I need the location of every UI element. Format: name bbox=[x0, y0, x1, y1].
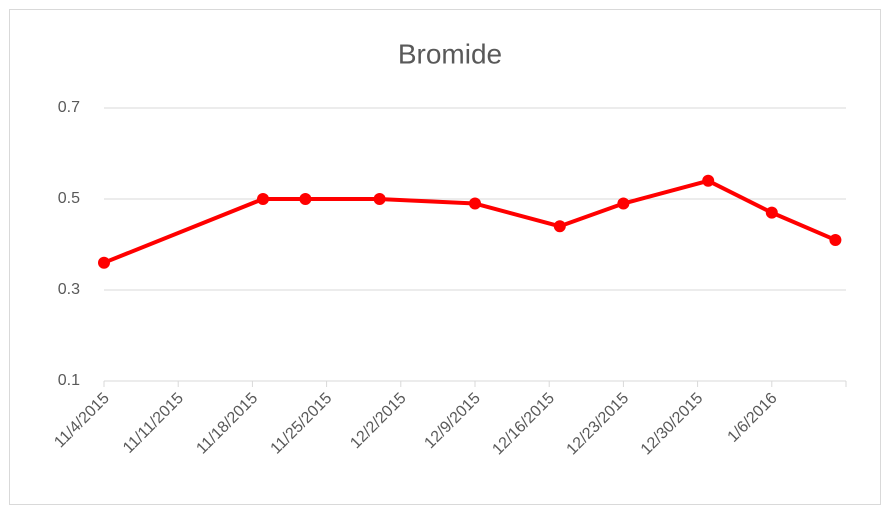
marker bbox=[702, 174, 715, 187]
marker bbox=[469, 197, 481, 210]
marker bbox=[765, 206, 778, 219]
marker bbox=[553, 220, 566, 233]
line bbox=[103, 178, 837, 265]
marker bbox=[257, 193, 269, 205]
chart-title: Bromide bbox=[398, 38, 502, 69]
chart-frame bbox=[9, 9, 881, 505]
marker bbox=[98, 256, 110, 269]
y-tick-label: 0.7 bbox=[58, 99, 80, 116]
y-tick-label: 0.5 bbox=[58, 190, 80, 207]
marker bbox=[373, 193, 386, 205]
marker bbox=[299, 193, 312, 205]
y-tick-label: 0.3 bbox=[58, 281, 80, 298]
y-tick-label: 0.1 bbox=[58, 372, 80, 389]
marker bbox=[617, 197, 630, 210]
marker bbox=[829, 233, 842, 246]
